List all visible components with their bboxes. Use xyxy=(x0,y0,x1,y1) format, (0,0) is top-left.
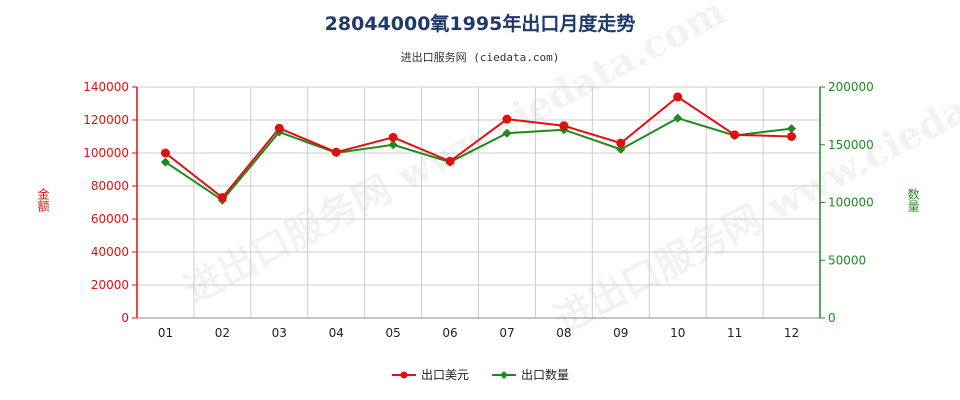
y-axis-left-label: 金额 xyxy=(36,188,50,212)
y-left-tick-label: 120000 xyxy=(83,113,129,127)
y-right-tick-label: 200000 xyxy=(828,80,874,94)
x-tick-label: 08 xyxy=(556,326,571,340)
x-tick-label: 01 xyxy=(158,326,173,340)
y-right-tick-label: 50000 xyxy=(828,253,866,267)
data-point-value xyxy=(502,114,512,124)
legend: 出口美元 出口数量 xyxy=(0,366,960,383)
data-point-value xyxy=(388,132,398,142)
x-tick-label: 11 xyxy=(727,326,742,340)
data-point-quantity xyxy=(673,113,683,123)
data-point-value xyxy=(673,92,683,102)
y-axis-right-label: 数量 xyxy=(906,188,920,212)
x-tick-label: 04 xyxy=(329,326,344,340)
x-tick-label: 05 xyxy=(385,326,400,340)
data-point-value xyxy=(274,123,284,133)
data-point-value xyxy=(160,148,170,158)
x-tick-label: 06 xyxy=(442,326,457,340)
data-point-quantity xyxy=(160,157,170,167)
data-point-value xyxy=(559,121,569,131)
data-point-value xyxy=(217,193,227,203)
legend-label-quantity: 出口数量 xyxy=(521,368,570,382)
y-left-tick-label: 40000 xyxy=(91,245,129,259)
y-left-tick-label: 20000 xyxy=(91,278,129,292)
y-right-tick-label: 0 xyxy=(828,311,836,325)
y-left-tick-label: 140000 xyxy=(83,80,129,94)
series-line-quantity xyxy=(164,117,792,202)
data-point-value xyxy=(616,138,626,148)
data-point-quantity xyxy=(388,140,398,150)
y-right-tick-label: 150000 xyxy=(828,138,874,152)
x-tick-label: 02 xyxy=(215,326,230,340)
y-left-tick-label: 100000 xyxy=(83,146,129,160)
legend-item-value[interactable]: 出口美元 xyxy=(391,366,469,383)
x-tick-label: 07 xyxy=(499,326,514,340)
legend-label-value: 出口美元 xyxy=(420,368,469,382)
series-line-value xyxy=(164,95,792,199)
data-point-quantity xyxy=(502,128,512,138)
data-point-value xyxy=(730,130,740,140)
x-tick-label: 10 xyxy=(670,326,685,340)
x-tick-label: 03 xyxy=(272,326,287,340)
y-left-tick-label: 60000 xyxy=(91,212,129,226)
legend-marker-value-icon xyxy=(391,371,416,378)
legend-item-quantity[interactable]: 出口数量 xyxy=(491,366,569,383)
x-tick-label: 09 xyxy=(613,326,628,340)
y-left-tick-label: 0 xyxy=(121,311,129,325)
x-tick-label: 12 xyxy=(784,326,799,340)
y-right-tick-label: 100000 xyxy=(828,196,874,210)
chart-title: 28044000氧1995年出口月度走势 xyxy=(324,13,636,35)
y-left-tick-label: 80000 xyxy=(91,179,129,193)
data-point-value xyxy=(445,156,455,166)
data-point-value xyxy=(787,132,797,141)
legend-marker-quantity-icon xyxy=(492,370,516,379)
data-point-value xyxy=(331,147,341,157)
chart-subtitle: 进出口服务网 (ciedata.com) xyxy=(400,51,560,64)
data-point-quantity xyxy=(787,124,797,134)
data-point-quantity xyxy=(616,144,626,154)
